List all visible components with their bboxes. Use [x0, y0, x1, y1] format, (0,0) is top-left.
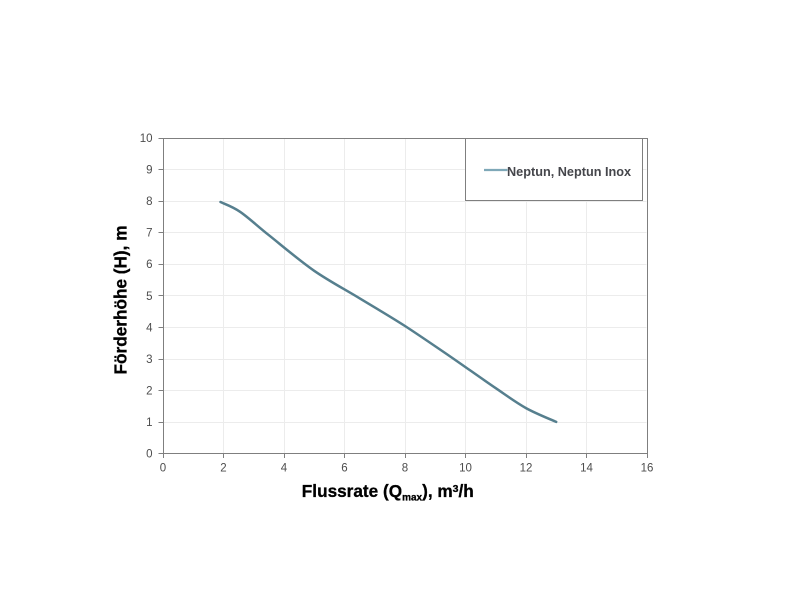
- svg-text:10: 10: [459, 463, 472, 475]
- svg-text:Flussrate (Qmax), m3/h: Flussrate (Qmax), m3/h: [302, 481, 474, 504]
- svg-text:14: 14: [580, 463, 593, 475]
- svg-text:3: 3: [146, 354, 152, 366]
- svg-text:4: 4: [146, 322, 153, 334]
- svg-text:8: 8: [146, 196, 152, 208]
- svg-text:5: 5: [146, 291, 152, 303]
- svg-text:6: 6: [341, 463, 347, 475]
- svg-text:Förderhöhe (H), m: Förderhöhe (H), m: [111, 226, 131, 375]
- svg-text:Neptun, Neptun Inox: Neptun, Neptun Inox: [507, 165, 631, 179]
- svg-text:8: 8: [402, 463, 408, 475]
- svg-text:6: 6: [146, 259, 152, 271]
- svg-text:12: 12: [520, 463, 533, 475]
- svg-text:7: 7: [146, 228, 152, 240]
- svg-text:0: 0: [146, 449, 152, 461]
- svg-text:16: 16: [641, 463, 654, 475]
- svg-text:0: 0: [160, 463, 166, 475]
- svg-text:4: 4: [281, 463, 288, 475]
- svg-text:1: 1: [146, 417, 152, 429]
- svg-text:10: 10: [140, 133, 153, 145]
- svg-text:2: 2: [146, 385, 152, 397]
- svg-text:9: 9: [146, 165, 152, 177]
- svg-text:2: 2: [220, 463, 226, 475]
